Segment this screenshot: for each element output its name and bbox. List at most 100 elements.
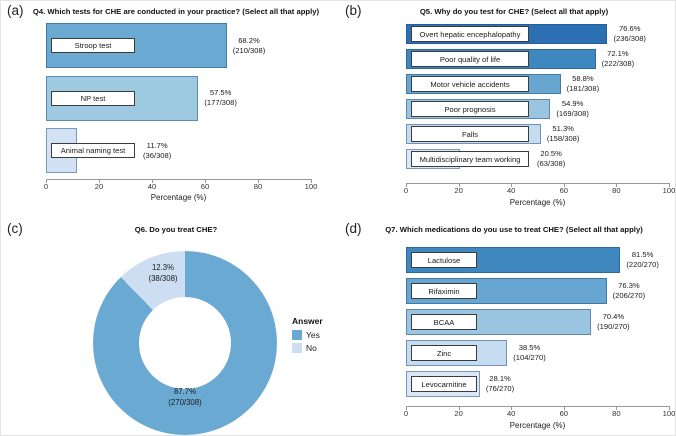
x-axis-tick-label: 60 (559, 186, 569, 195)
slice-no-percent: 12.3% (151, 263, 175, 272)
percent-text: 51.3% (552, 124, 574, 133)
x-axis-tick (616, 406, 618, 410)
bar-label-box-np-test: NP test (51, 90, 135, 106)
percent-text: 81.5% (631, 250, 654, 259)
panel-c-letter: (c) (7, 221, 23, 236)
bar-label-box-stroop-test: Stroop test (51, 38, 135, 53)
count-text: (206/270) (612, 291, 646, 301)
x-axis-tick (458, 406, 460, 410)
x-axis-tick-label: 60 (200, 182, 210, 191)
bar-value-label-lactulose: 81.5% (220/270) (626, 250, 659, 271)
bar-value-label-levocarnitine: 28.1% (76/270) (486, 374, 514, 395)
percent-text: 58.8% (572, 74, 594, 83)
donut-ring (93, 251, 277, 435)
panel-d: (d) Q7. Which medications do you use to … (339, 219, 676, 435)
bar-value-label-np-test: 57.5% (177/308) (204, 88, 237, 109)
count-text: (222/308) (601, 59, 635, 69)
panel-b-title: Q5. Why do you test for CHE? (Select all… (419, 7, 609, 16)
x-axis-tick (406, 183, 407, 187)
slice-label-no: 12.3% (38/308) (127, 263, 199, 284)
x-axis-title: Percentage (%) (509, 421, 566, 430)
legend-label-no: No (306, 343, 317, 353)
x-axis-tick (99, 179, 100, 183)
legend-swatch-no (292, 343, 302, 353)
bar-label-box-zinc: Zinc (411, 345, 477, 361)
bar-value-label-animal-naming-test: 11.7% (36/308) (143, 141, 171, 162)
panel-c: (c) Q6. Do you treat CHE? 12.3% (38/308)… (1, 219, 339, 435)
bar-value-label-multidisciplinary-team-working: 20.5% (63/308) (537, 149, 565, 170)
count-text: (169/308) (556, 109, 589, 119)
count-text: (181/308) (566, 84, 600, 94)
x-axis-tick (511, 183, 513, 187)
bar-label-box-animal-naming-test: Animal naming test (51, 143, 135, 158)
x-axis-tick (258, 179, 259, 183)
x-axis-tick (406, 406, 407, 410)
bar-value-label-motor-vehicle-accidents: 58.8% (181/308) (567, 74, 600, 95)
panel-a-title: Q4. Which tests for CHE are conducted in… (32, 7, 320, 16)
x-axis-tick-label: 20 (94, 182, 104, 191)
bar-label-box-poor-quality-of-life: Poor quality of life (411, 51, 529, 67)
slice-yes-count: (270/308) (168, 397, 202, 407)
x-axis-line (46, 179, 311, 180)
x-axis-tick (669, 406, 670, 410)
percent-text: 70.4% (602, 312, 625, 321)
x-axis-tick-label: 0 (43, 182, 49, 191)
bar-value-label-zinc: 38.5% (104/270) (513, 343, 546, 364)
slice-label-yes: 87.7% (270/308) (168, 387, 201, 408)
bar-label-box-overt-hepatic-encephalopathy: Overt hepatic encephalopathy (411, 26, 529, 42)
count-text: (177/308) (204, 98, 237, 108)
bar-label-box-poor-prognosis: Poor prognosis (411, 101, 529, 117)
count-text: (36/308) (143, 150, 172, 160)
percent-text: 76.3% (618, 281, 640, 290)
bar-label-box-bcaa: BCAA (411, 314, 477, 330)
panel-b-bar-chart: Overt hepatic encephalopathy 76.6% (236/30… (339, 1, 676, 219)
panel-a-letter: (a) (7, 3, 24, 18)
panel-a-bar-chart: Stroop test 68.2% (210/308) NP test 57.5% (17… (1, 1, 339, 219)
legend: Answer Yes No (292, 316, 323, 356)
x-axis-tick-label: 40 (147, 182, 157, 191)
percent-text: 76.6% (618, 24, 641, 33)
legend-title: Answer (292, 316, 323, 326)
panel-a: (a) Q4. Which tests for CHE are conducte… (1, 1, 339, 219)
legend-swatch-yes (292, 330, 302, 340)
panel-b: (b) Q5. Why do you test for CHE? (Select… (339, 1, 676, 219)
percent-text: 38.5% (518, 343, 541, 352)
percent-text: 54.9% (561, 99, 584, 108)
bar-value-label-rifaximin: 76.3% (206/270) (613, 281, 646, 302)
slice-yes-percent: 87.7% (173, 387, 197, 396)
bar-value-label-falls: 51.3% (158/308) (547, 124, 580, 145)
bar-value-label-overt-hepatic-encephalopathy: 76.6% (236/308) (613, 24, 646, 45)
bar-value-label-bcaa: 70.4% (190/270) (597, 312, 630, 333)
bar-label-box-motor-vehicle-accidents: Motor vehicle accidents (411, 76, 529, 92)
percent-text: 20.5% (540, 149, 562, 158)
x-axis-tick-label: 40 (506, 409, 516, 418)
x-axis-tick-label: 0 (403, 409, 409, 418)
percent-text: 11.7% (146, 140, 168, 150)
legend-item-yes: Yes (292, 330, 323, 340)
percent-text: 28.1% (489, 374, 511, 383)
x-axis-tick-label: 100 (662, 409, 676, 418)
panel-c-title: Q6. Do you treat CHE? (134, 225, 218, 234)
panel-b-letter: (b) (345, 3, 362, 18)
bar-label-box-levocarnitine: Levocarnitine (411, 376, 477, 392)
x-axis-tick-label: 80 (612, 186, 621, 195)
count-text: (76/270) (485, 384, 515, 394)
count-text: (236/308) (613, 34, 646, 44)
x-axis-tick-label: 80 (253, 182, 263, 191)
bar-label-box-lactulose: Lactulose (411, 252, 477, 268)
bar-value-label-poor-quality-of-life: 72.1% (222/308) (602, 49, 635, 70)
x-axis-tick (152, 179, 153, 183)
count-text: (158/308) (546, 134, 580, 144)
legend-item-no: No (292, 343, 323, 353)
panel-d-title: Q7. Which medications do you use to trea… (385, 225, 643, 234)
x-axis-tick-label: 20 (454, 186, 463, 195)
donut-hole (139, 297, 231, 389)
panel-c-donut-chart: 12.3% (38/308) 87.7% (270/308) Answer Ye… (1, 219, 339, 435)
count-text: (210/308) (232, 45, 266, 55)
x-axis-tick-label: 100 (662, 186, 676, 195)
bar-value-label-stroop-test: 68.2% (210/308) (233, 36, 266, 57)
count-text: (104/270) (513, 353, 546, 363)
x-axis-tick-label: 60 (559, 409, 569, 418)
panel-d-letter: (d) (345, 221, 362, 236)
